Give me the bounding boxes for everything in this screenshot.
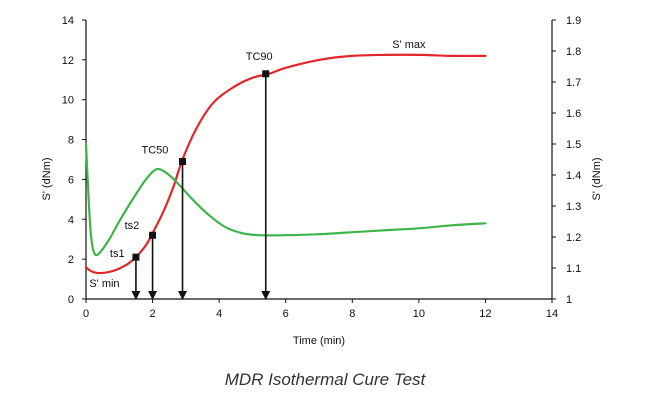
marker-arrowhead <box>261 291 271 300</box>
red-cure-curve <box>84 53 487 275</box>
y-left-tick-label: 12 <box>62 55 74 67</box>
y-right-tick-label: 1.7 <box>566 77 581 89</box>
chart-annotation: S' max <box>392 39 426 51</box>
x-axis-label: Time (min) <box>293 335 345 347</box>
x-tick-label: 6 <box>283 308 289 320</box>
y-left-tick-label: 4 <box>68 214 74 226</box>
y-left-tick-label: 14 <box>62 15 74 27</box>
x-tick-label: 2 <box>150 308 156 320</box>
y-right-tick-label: 1.4 <box>566 170 581 182</box>
x-tick-label: 10 <box>413 308 425 320</box>
marker-arrowhead <box>178 291 188 300</box>
y-right-tick-label: 1 <box>566 294 572 306</box>
y-right-tick-label: 1.6 <box>566 108 581 120</box>
chart-annotation: S' min <box>89 278 119 290</box>
marker-point <box>179 157 187 165</box>
chart-series <box>84 53 487 275</box>
marker-point <box>149 231 157 239</box>
marker-label: TC50 <box>142 144 169 156</box>
chart-ticks: 0 2 4 6 8 10 12 14 0 2 4 6 8 10 12 14 1 1.1 1.2 1.3 1.4 1.5 1.… <box>62 15 582 320</box>
x-tick-label: 14 <box>546 308 558 320</box>
y-left-tick-label: 0 <box>68 294 74 306</box>
y-axis-label-right: S' (dNm) <box>591 157 603 200</box>
chart-axes <box>85 20 553 300</box>
y-right-tick-label: 1.1 <box>566 263 581 275</box>
y-left-tick-label: 2 <box>68 254 74 266</box>
chart-markers: ts1 ts2 TC50 TC90 <box>110 51 273 300</box>
figure-caption: MDR Isothermal Cure Test <box>224 370 426 389</box>
y-left-tick-label: 6 <box>68 174 74 186</box>
y-left-tick-label: 8 <box>68 135 74 147</box>
y-right-tick-label: 1.8 <box>566 46 581 58</box>
green-cure-curve <box>84 142 487 257</box>
x-tick-label: 12 <box>479 308 491 320</box>
x-tick-label: 0 <box>83 308 89 320</box>
y-axis-label-left: S' (dNm) <box>41 157 53 200</box>
x-tick-label: 8 <box>349 308 355 320</box>
marker-arrowhead <box>131 291 141 300</box>
marker-label: ts2 <box>125 220 140 232</box>
marker-label: TC90 <box>246 51 273 63</box>
marker-point <box>132 253 140 261</box>
marker-label: ts1 <box>110 248 125 260</box>
x-tick-label: 4 <box>216 308 222 320</box>
chart-annotations: S' min S' max <box>89 39 426 290</box>
y-right-tick-label: 1.2 <box>566 232 581 244</box>
marker-point <box>262 70 270 78</box>
y-right-tick-label: 1.3 <box>566 201 581 213</box>
marker-arrowhead <box>148 291 158 300</box>
y-right-tick-label: 1.5 <box>566 139 581 151</box>
y-left-tick-label: 10 <box>62 95 74 107</box>
y-right-tick-label: 1.9 <box>566 15 581 27</box>
